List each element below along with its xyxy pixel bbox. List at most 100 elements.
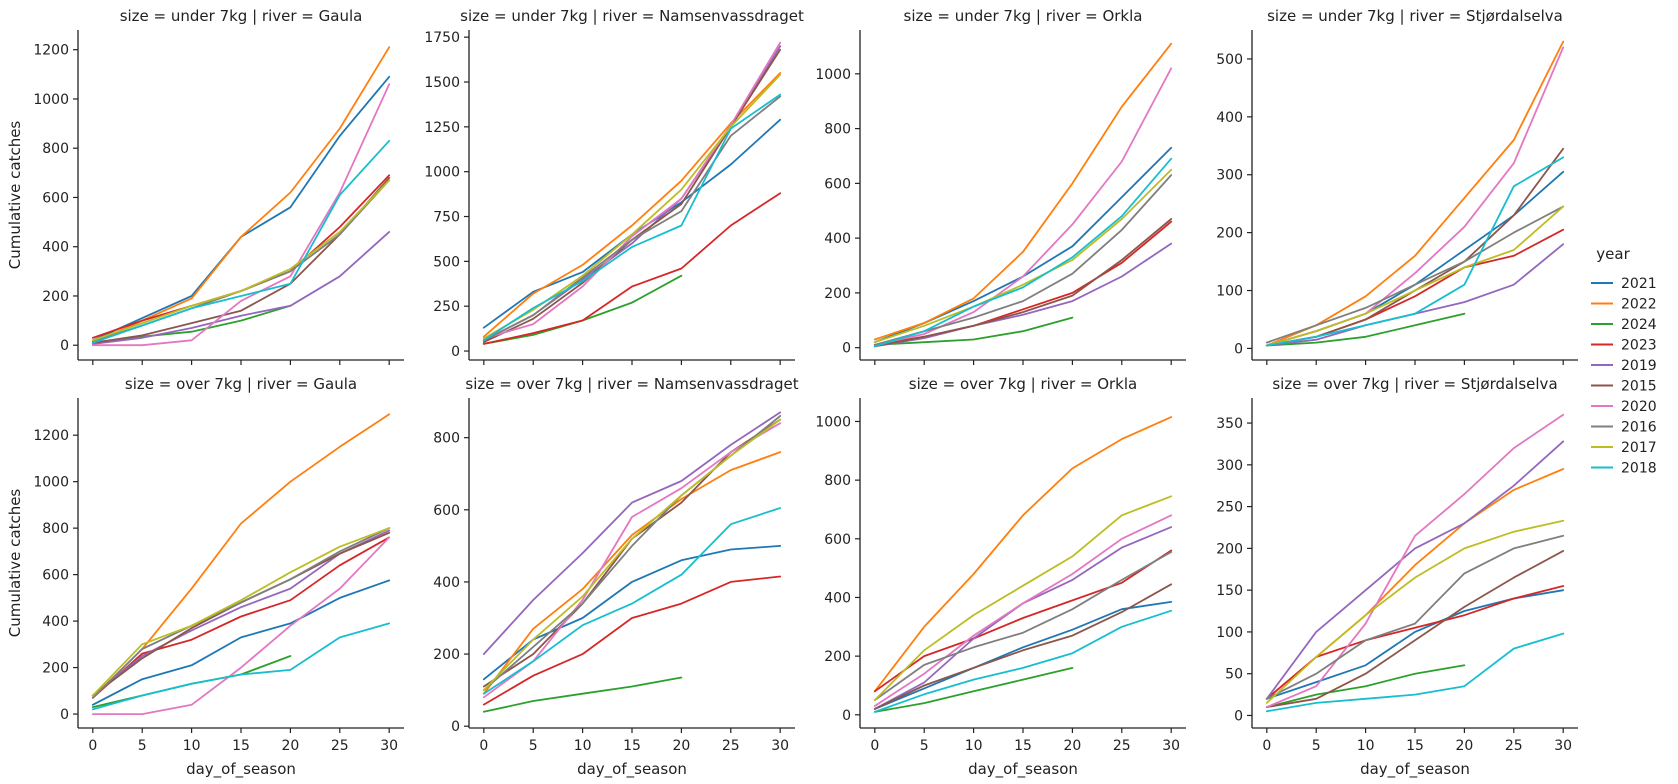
series-line-2018 xyxy=(91,622,391,711)
y-tick-label: 0 xyxy=(1234,708,1243,724)
y-tick-label: 0 xyxy=(451,719,460,735)
series-line-2020 xyxy=(482,41,782,340)
y-tick-label: 500 xyxy=(433,254,460,270)
series-line-2017 xyxy=(91,527,391,697)
y-tick-label: 800 xyxy=(42,521,69,537)
series-line-2022 xyxy=(1265,468,1565,700)
y-tick-label: 400 xyxy=(824,231,851,247)
series-line-2023 xyxy=(482,192,782,345)
panel-7: size = over 7kg | river = Orkla020040060… xyxy=(815,375,1186,779)
series-line-2020 xyxy=(91,83,391,347)
series-line-2016 xyxy=(482,415,782,691)
x-tick-label: 25 xyxy=(331,738,349,754)
series-line-2020 xyxy=(91,536,391,715)
y-tick-label: 1000 xyxy=(33,475,69,491)
y-tick-label: 1000 xyxy=(815,67,851,83)
legend-label: 2022 xyxy=(1621,297,1657,313)
series-line-2016 xyxy=(1265,205,1565,344)
y-tick-label: 750 xyxy=(433,210,460,226)
series-line-2024 xyxy=(873,667,1074,713)
legend-label: 2020 xyxy=(1621,399,1657,415)
y-tick-label: 500 xyxy=(1216,52,1243,68)
y-tick-label: 800 xyxy=(433,431,460,447)
x-tick-label: 0 xyxy=(1262,738,1271,754)
panel-title: size = over 7kg | river = Gaula xyxy=(125,375,357,393)
legend-label: 2016 xyxy=(1621,420,1657,436)
series-line-2018 xyxy=(1265,156,1565,347)
series-line-2020 xyxy=(873,67,1173,346)
y-tick-label: 1200 xyxy=(33,428,69,444)
y-tick-label: 200 xyxy=(433,647,460,663)
y-tick-label: 400 xyxy=(42,240,69,256)
series-line-2018 xyxy=(873,609,1173,713)
series-line-2016 xyxy=(91,527,391,699)
series-line-2023 xyxy=(482,575,782,706)
x-tick-label: 10 xyxy=(1357,738,1375,754)
series-line-2023 xyxy=(1265,585,1565,700)
x-tick-label: 10 xyxy=(183,738,201,754)
x-tick-label: 0 xyxy=(88,738,97,754)
legend-label: 2018 xyxy=(1621,461,1657,477)
panel-4: size = under 7kg | river = Stjørdalselva… xyxy=(1216,7,1578,365)
x-tick-label: 20 xyxy=(672,738,690,754)
panel-title: size = under 7kg | river = Gaula xyxy=(120,7,363,25)
y-tick-label: 250 xyxy=(433,299,460,315)
series-line-2023 xyxy=(91,174,391,339)
series-line-2022 xyxy=(873,416,1173,693)
y-tick-label: 800 xyxy=(824,473,851,489)
panel-title: size = under 7kg | river = Stjørdalselva xyxy=(1267,7,1563,25)
series-line-2023 xyxy=(873,220,1173,346)
y-tick-label: 200 xyxy=(42,661,69,677)
series-line-2015 xyxy=(1265,147,1565,347)
y-tick-label: 1750 xyxy=(424,30,460,46)
y-tick-label: 250 xyxy=(1216,500,1243,516)
series-line-2017 xyxy=(1265,519,1565,704)
y-tick-label: 200 xyxy=(42,289,69,305)
panel-title: size = over 7kg | river = Stjørdalselva xyxy=(1272,375,1557,393)
y-tick-label: 1200 xyxy=(33,43,69,59)
series-line-2017 xyxy=(91,179,391,342)
series-line-2022 xyxy=(91,46,391,344)
series-line-2018 xyxy=(482,507,782,695)
y-tick-label: 200 xyxy=(1216,541,1243,557)
y-tick-label: 350 xyxy=(1216,416,1243,432)
series-line-2016 xyxy=(1265,534,1565,700)
x-tick-label: 5 xyxy=(138,738,147,754)
y-tick-label: 1000 xyxy=(33,92,69,108)
series-line-2021 xyxy=(873,601,1173,710)
y-tick-label: 150 xyxy=(1216,583,1243,599)
y-tick-label: 600 xyxy=(824,532,851,548)
series-line-2015 xyxy=(873,583,1173,710)
y-tick-label: 100 xyxy=(1216,284,1243,300)
series-line-2019 xyxy=(482,411,782,655)
y-tick-label: 400 xyxy=(824,590,851,606)
y-tick-label: 0 xyxy=(60,338,69,354)
y-tick-label: 800 xyxy=(824,122,851,138)
legend-label: 2021 xyxy=(1621,276,1657,292)
series-line-2017 xyxy=(482,73,782,340)
series-line-2016 xyxy=(873,551,1173,701)
x-tick-label: 0 xyxy=(479,738,488,754)
y-tick-label: 600 xyxy=(824,176,851,192)
panel-title: size = under 7kg | river = Orkla xyxy=(904,7,1143,25)
series-line-2024 xyxy=(1265,312,1466,347)
x-axis-label: day_of_season xyxy=(968,760,1078,779)
x-tick-label: 15 xyxy=(623,738,641,754)
series-line-2021 xyxy=(1265,170,1565,347)
series-line-2024 xyxy=(1265,664,1466,708)
series-line-2016 xyxy=(482,95,782,342)
legend-items: 2021 2022 2024 2023 2019 2015 2020 2016 2017 2018 xyxy=(1591,276,1657,477)
panel-title: size = under 7kg | river = Namsenvassdra… xyxy=(460,7,804,25)
x-axis-label: day_of_season xyxy=(186,760,296,779)
panel-2: size = under 7kg | river = Namsenvassdra… xyxy=(424,7,804,365)
x-tick-label: 25 xyxy=(722,738,740,754)
y-axis-label: Cumulative catches xyxy=(6,489,24,638)
y-tick-label: 50 xyxy=(1225,667,1243,683)
x-axis-label: day_of_season xyxy=(1360,760,1470,779)
x-tick-label: 30 xyxy=(380,738,398,754)
panel-8: size = over 7kg | river = Stjørdalselva 0… xyxy=(1216,375,1578,779)
y-tick-label: 600 xyxy=(42,190,69,206)
legend: year 2021 2022 2024 2023 2019 2015 2020 2016 201… xyxy=(1591,245,1657,477)
y-tick-label: 200 xyxy=(824,649,851,665)
y-tick-label: 400 xyxy=(433,575,460,591)
